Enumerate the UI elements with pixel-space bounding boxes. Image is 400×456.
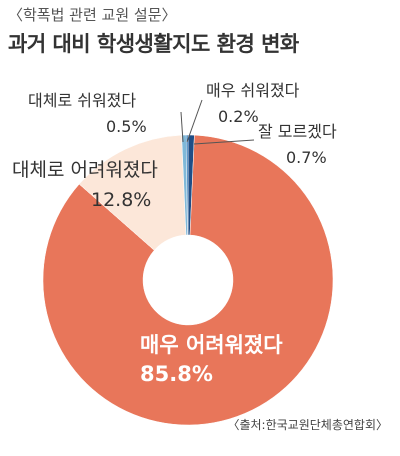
slice-very-easy [185,134,189,236]
label-somewhat-easy-name: 대체로 쉬워졌다 [28,91,136,110]
label-very-hard-name: 매우 어려워졌다 [140,333,283,357]
leader-lines [180,99,255,145]
leader-line-dont-know [193,139,255,145]
label-somewhat-hard-name: 대체로 어려워졌다 [12,159,158,181]
label-very-hard-value: 85.8% [140,362,213,386]
chart-subtitle: 〈학폭법 관련 교원 설문〉 [8,6,177,24]
slice-somewhat-hard [78,134,187,251]
label-somewhat-easy-value: 0.5% [106,117,147,136]
label-dont-know-value: 0.7% [286,148,327,167]
label-dont-know-name: 잘 모르겠다 [258,122,337,141]
leader-line-somewhat-easy [180,111,184,143]
label-somewhat-hard-value: 12.8% [91,189,151,211]
chart-title: 과거 대비 학생생활지도 환경 변화 [8,32,299,56]
leader-line-very-easy [186,99,203,143]
source-note: 〈출처:한국교원단체총연합회〉 [227,418,388,432]
label-very-easy-name: 매우 쉬워졌다 [206,81,300,100]
slice-very-hard [42,134,334,426]
chart-slices [42,134,334,426]
label-very-easy-value: 0.2% [218,107,259,126]
